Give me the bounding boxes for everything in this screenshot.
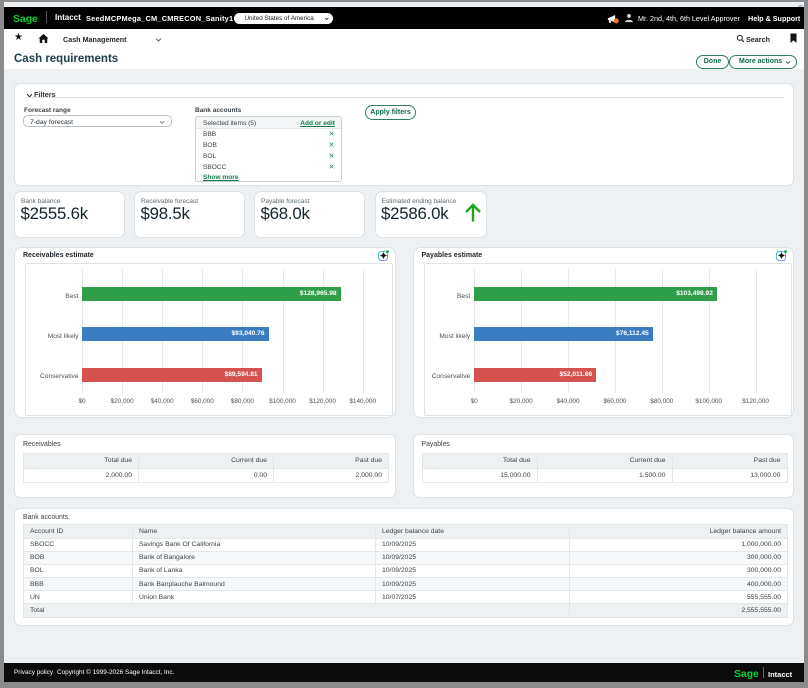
svg-text:Sage: Sage: [734, 669, 759, 680]
svg-text:Sage: Sage: [13, 13, 38, 24]
